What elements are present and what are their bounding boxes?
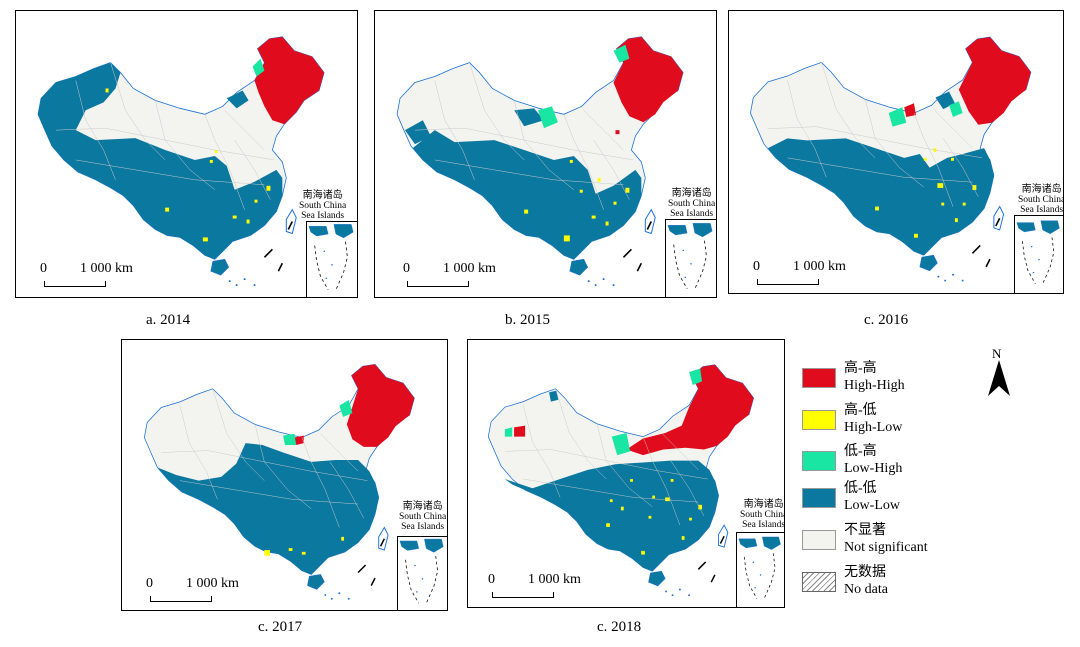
south-china-sea-inset	[397, 536, 447, 610]
scale-label: 1 000 km	[793, 259, 846, 274]
map-2016	[749, 36, 1032, 283]
legend-swatch	[802, 410, 836, 430]
legend-swatch	[802, 488, 836, 508]
caption-2017: c. 2017	[258, 619, 303, 635]
scale-label: 1 000 km	[186, 576, 239, 591]
scale-zero: 0	[403, 261, 410, 276]
scale-zero: 0	[40, 261, 47, 276]
inset-label: 南海诸岛 South China Sea Islands	[1018, 184, 1064, 216]
south-china-sea-inset	[306, 221, 357, 297]
inset-label: 南海诸岛 South China Sea Islands	[668, 188, 716, 220]
legend-item-high-high: 高-高 High-High	[802, 360, 992, 396]
scale-label: 1 000 km	[528, 572, 581, 587]
scale-zero: 0	[146, 576, 153, 591]
legend-en: High-Low	[844, 420, 903, 435]
map-panel-2018: 0 1 000 km 南海诸岛 South China Sea Islands	[467, 339, 785, 608]
legend-en: Not significant	[844, 540, 928, 555]
north-label: N	[992, 346, 1002, 361]
inset-label: 南海诸岛 South China Sea Islands	[740, 499, 785, 531]
map-panel-2016: 0 1 000 km 南海诸岛 South China Sea Islands	[728, 10, 1064, 294]
north-arrow-icon: N	[986, 346, 1012, 400]
caption-2014: a. 2014	[146, 312, 191, 328]
map-panel-2014: 0 1 000 km 南海诸岛 South China Sea Islands	[15, 10, 358, 298]
inset-label: 南海诸岛 South China Sea Islands	[299, 190, 347, 222]
south-china-sea-inset	[1014, 215, 1063, 293]
legend-en: No data	[844, 582, 888, 597]
scale-zero: 0	[753, 259, 760, 274]
caption-2018: c. 2018	[597, 619, 642, 635]
legend-zh: 低-高	[844, 444, 877, 459]
legend-item-low-low: 低-低 Low-Low	[802, 480, 992, 516]
inset-label: 南海诸岛 South China Sea Islands	[399, 501, 447, 533]
scale-label: 1 000 km	[80, 261, 133, 276]
south-china-sea-inset	[736, 532, 784, 607]
scale-label: 1 000 km	[443, 261, 496, 276]
scale-zero: 0	[488, 572, 495, 587]
legend-item-no-data: 无数据 No data	[802, 564, 992, 600]
caption-2015: b. 2015	[505, 312, 550, 328]
legend-en: Low-High	[844, 461, 903, 476]
legend-en: High-High	[844, 378, 905, 393]
legend-zh: 高-高	[844, 361, 877, 376]
legend-zh: 高-低	[844, 403, 877, 418]
legend-swatch-hatched	[802, 572, 836, 592]
legend-zh: 无数据	[844, 565, 886, 580]
legend-swatch	[802, 530, 836, 550]
caption-2016: c. 2016	[864, 312, 909, 328]
legend-en: Low-Low	[844, 498, 900, 513]
legend-item-high-low: 高-低 High-Low	[802, 402, 992, 438]
legend-item-not-significant: 不显著 Not significant	[802, 522, 992, 558]
legend-zh: 不显著	[844, 523, 886, 538]
legend-item-low-high: 低-高 Low-High	[802, 443, 992, 479]
legend-swatch	[802, 368, 836, 388]
legend-swatch	[802, 451, 836, 471]
south-china-sea-inset	[665, 219, 716, 297]
map-panel-2017: 0 1 000 km 南海诸岛 South China Sea Islands	[121, 339, 448, 611]
legend-zh: 低-低	[844, 481, 877, 496]
map-panel-2015: 0 1 000 km 南海诸岛 South China Sea Islands	[374, 10, 717, 298]
